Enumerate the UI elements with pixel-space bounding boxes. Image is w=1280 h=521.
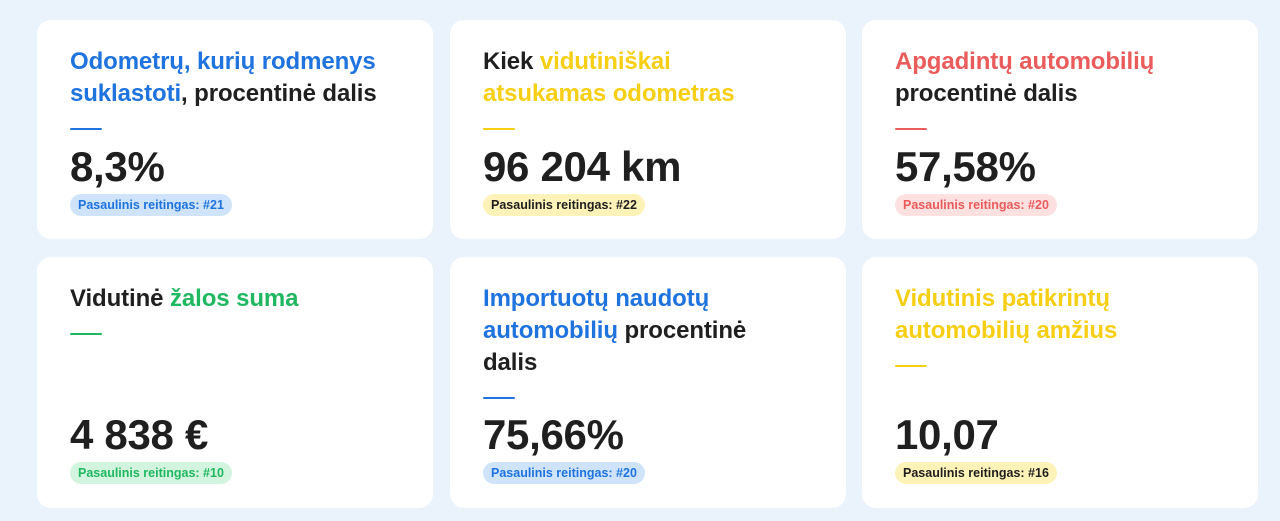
card-title: Odometrų, kurių rodmenys suklastoti, pro…: [70, 48, 377, 107]
card-divider: [483, 128, 515, 130]
card-title: Apgadintų automobilių procentinė dalis: [895, 48, 1155, 107]
card-title: Vidutinis patikrintų automobilių amžius: [895, 285, 1118, 344]
rank-badge: Pasaulinis reitingas: #10: [70, 462, 232, 484]
card-title: Kiek vidutiniškai atsukamas odometras: [483, 48, 735, 107]
card-value: 4 838 €: [70, 411, 209, 458]
stat-card-odometer-rollback: Kiek vidutiniškai atsukamas odometras 96…: [450, 20, 846, 239]
card-divider: [895, 365, 927, 367]
card-divider: [70, 128, 102, 130]
stat-card-damaged-cars: Apgadintų automobilių procentinė dalis 5…: [862, 20, 1258, 239]
stat-card-average-damage: Vidutinė žalos suma 4 838 € Pasaulinis r…: [37, 257, 433, 508]
card-value: 75,66%: [483, 411, 624, 458]
card-value: 10,07: [895, 411, 999, 458]
stat-card-average-age: Vidutinis patikrintų automobilių amžius …: [862, 257, 1258, 508]
rank-badge: Pasaulinis reitingas: #22: [483, 194, 645, 216]
card-divider: [70, 333, 102, 335]
card-divider: [895, 128, 927, 130]
rank-badge: Pasaulinis reitingas: #16: [895, 462, 1057, 484]
card-value: 96 204 km: [483, 143, 682, 190]
card-title: Vidutinė žalos suma: [70, 285, 299, 312]
card-value: 8,3%: [70, 143, 165, 190]
stat-card-imported-cars: Importuotų naudotų automobilių procentin…: [450, 257, 846, 508]
card-value: 57,58%: [895, 143, 1036, 190]
stat-card-odometer-fraud: Odometrų, kurių rodmenys suklastoti, pro…: [37, 20, 433, 239]
rank-badge: Pasaulinis reitingas: #20: [483, 462, 645, 484]
rank-badge: Pasaulinis reitingas: #20: [895, 194, 1057, 216]
card-title: Importuotų naudotų automobilių procentin…: [483, 285, 747, 376]
rank-badge: Pasaulinis reitingas: #21: [70, 194, 232, 216]
card-divider: [483, 397, 515, 399]
